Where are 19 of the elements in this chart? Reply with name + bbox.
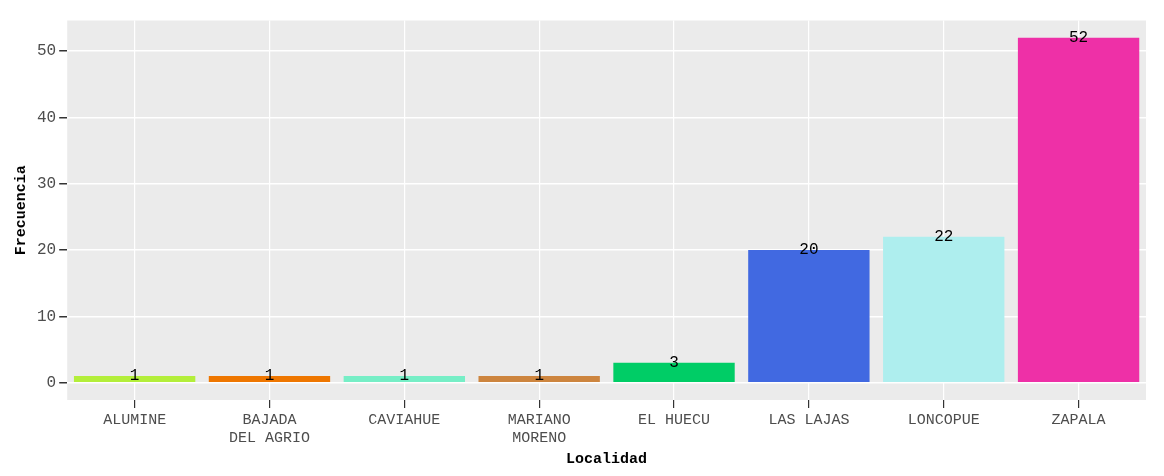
x-tick-label: LONCOPUE bbox=[907, 411, 980, 429]
y-tick-label: 50 bbox=[37, 42, 57, 61]
x-axis-title: Localidad bbox=[566, 450, 648, 468]
y-axis-title: Frecuencia bbox=[12, 165, 30, 256]
data-label: 1 bbox=[399, 367, 410, 386]
x-tick-label: LAS LAJAS bbox=[768, 411, 850, 429]
data-label: 52 bbox=[1068, 29, 1089, 48]
data-label: 22 bbox=[934, 228, 954, 247]
y-tick-label: 40 bbox=[37, 108, 57, 127]
x-tick-label: CAVIAHUE bbox=[368, 411, 441, 429]
y-tick-label: 30 bbox=[37, 175, 57, 193]
x-tick-label: BAJADA DEL AGRIO bbox=[228, 411, 310, 447]
y-tick-label: 10 bbox=[37, 307, 57, 326]
y-tick-label: 0 bbox=[46, 373, 57, 392]
x-tick-label: ZAPALA bbox=[1051, 411, 1106, 429]
x-tick-label: MARIANO MORENO bbox=[507, 411, 571, 447]
x-tick-label: ALUMINE bbox=[103, 411, 167, 429]
y-tick-label: 20 bbox=[37, 241, 57, 260]
x-tick-label: EL HUECU bbox=[638, 411, 711, 429]
